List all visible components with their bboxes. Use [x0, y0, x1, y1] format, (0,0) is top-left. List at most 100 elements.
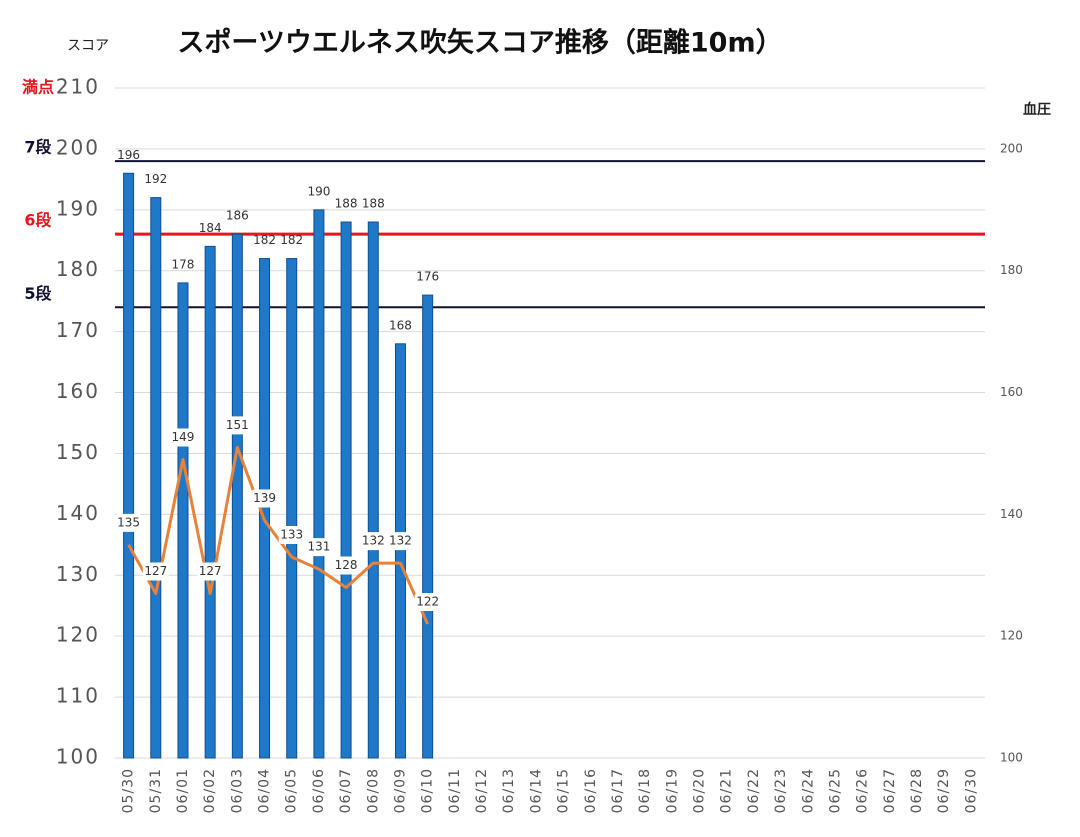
bar — [286, 258, 298, 759]
y-tick-label: 130 — [56, 562, 100, 586]
line-value-label: 132 — [362, 534, 385, 548]
line-label-box — [278, 526, 305, 544]
x-tick-label: 06/13 — [501, 768, 517, 813]
x-tick-label: 06/17 — [610, 768, 626, 813]
x-tick-label: 05/31 — [148, 768, 164, 813]
x-tick-label: 06/10 — [420, 768, 436, 813]
x-tick-label: 06/22 — [746, 768, 762, 813]
line-label-box — [414, 593, 441, 611]
bar-value-label: 176 — [416, 270, 439, 284]
y2-tick-label: 200 — [1000, 141, 1023, 155]
line-value-label: 135 — [117, 515, 140, 529]
x-tick-label: 06/03 — [229, 768, 245, 813]
y-tick-label: 210 — [56, 75, 100, 99]
line-label-box — [224, 416, 251, 435]
line — [127, 445, 430, 625]
reference-label: 5段 — [24, 284, 52, 303]
bar-value-label: 184 — [199, 221, 222, 235]
bar-value-label: 168 — [389, 318, 412, 332]
y-tick-label: 140 — [56, 501, 100, 525]
bar-value-label: 192 — [144, 172, 167, 186]
y-tick-label: 190 — [56, 196, 100, 220]
x-tick-label: 06/25 — [827, 768, 843, 813]
line-value-label: 151 — [226, 418, 249, 432]
y-tick-label: 160 — [56, 379, 100, 403]
y2-tick-label: 140 — [1000, 507, 1023, 521]
x-tick-label: 06/05 — [284, 768, 300, 813]
bar — [340, 221, 352, 759]
y2-axis-label: 血圧 — [1023, 101, 1051, 118]
bar-value-label: 188 — [335, 197, 358, 211]
line-value-label: 122 — [416, 595, 439, 609]
x-tick-label: 06/02 — [202, 768, 218, 813]
y2-tick-label: 100 — [1000, 751, 1023, 765]
x-tick-label: 06/19 — [664, 768, 680, 813]
bar — [394, 343, 406, 759]
x-tick-label: 06/27 — [882, 768, 898, 813]
line-value-label: 128 — [335, 558, 358, 572]
bar — [231, 233, 243, 759]
x-tick-label: 06/09 — [392, 768, 408, 813]
y-tick-label: 180 — [56, 257, 100, 281]
bar — [204, 245, 216, 759]
y-axis-label: スコア — [67, 38, 109, 54]
bar — [123, 172, 135, 759]
x-tick-label: 06/06 — [311, 768, 327, 813]
line-label-box — [305, 538, 332, 557]
line-label-box — [333, 556, 360, 575]
bar-value-label: 188 — [362, 197, 385, 211]
x-tick-label: 06/16 — [583, 768, 599, 813]
line-label-box — [142, 562, 169, 581]
line-label-box — [387, 532, 414, 551]
bar-value-label: 178 — [172, 257, 195, 271]
x-tick-label: 06/23 — [773, 768, 789, 813]
reference-label: 7段 — [24, 138, 52, 157]
line-value-label: 139 — [253, 491, 276, 505]
y-tick-label: 200 — [56, 135, 100, 159]
line-value-label: 131 — [307, 540, 330, 554]
bar-value-label: 186 — [226, 209, 249, 223]
line-label-box — [169, 428, 196, 447]
y-tick-label: 170 — [56, 318, 100, 342]
x-tick-label: 06/20 — [692, 768, 708, 813]
y2-tick-label: 180 — [1000, 263, 1023, 277]
reference-label: 満点 — [22, 78, 54, 97]
x-tick-label: 06/11 — [447, 768, 463, 813]
x-tick-label: 06/29 — [936, 768, 952, 813]
line-value-label: 149 — [172, 430, 195, 444]
y-tick-label: 150 — [56, 440, 100, 464]
x-tick-label: 06/01 — [175, 768, 191, 813]
reference-label: 6段 — [24, 211, 52, 230]
line-label-box — [251, 489, 278, 508]
bar-value-label: 182 — [253, 233, 276, 247]
line-label-box — [115, 513, 142, 532]
line-value-label: 133 — [280, 528, 303, 542]
x-tick-label: 06/15 — [556, 768, 572, 813]
x-tick-label: 06/08 — [365, 768, 381, 813]
y2-tick-label: 160 — [1000, 385, 1023, 399]
line-label-box — [197, 562, 224, 581]
y-tick-label: 110 — [56, 684, 100, 708]
x-tick-label: 06/28 — [909, 768, 925, 813]
x-tick-label: 06/12 — [474, 768, 490, 813]
bar-value-label: 190 — [307, 184, 330, 198]
chart-title: スポーツウエルネス吹矢スコア推移（距離10m） — [177, 27, 782, 59]
line-value-label: 127 — [199, 564, 222, 578]
x-tick-label: 06/24 — [800, 768, 816, 813]
x-tick-label: 05/30 — [121, 768, 137, 813]
bar — [150, 197, 162, 759]
bar — [422, 294, 434, 759]
x-tick-label: 06/26 — [855, 768, 871, 813]
bar-value-label: 196 — [117, 148, 140, 162]
line-label-box — [360, 532, 387, 551]
bar — [177, 282, 189, 759]
y-tick-label: 120 — [56, 623, 100, 647]
x-tick-label: 06/07 — [338, 768, 354, 813]
x-tick-label: 06/21 — [719, 768, 735, 813]
x-tick-label: 06/18 — [637, 768, 653, 813]
line-value-label: 132 — [389, 534, 412, 548]
bar — [313, 209, 325, 759]
x-tick-label: 06/04 — [257, 768, 273, 813]
line-value-label: 127 — [144, 564, 167, 578]
bar-value-label: 182 — [280, 233, 303, 247]
